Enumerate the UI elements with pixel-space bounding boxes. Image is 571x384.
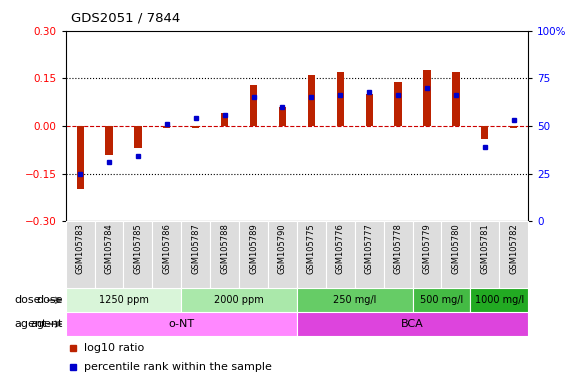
Bar (152, 221, 182, 288)
Bar (279, 107, 286, 126)
Text: 500 mg/l: 500 mg/l (420, 295, 463, 305)
Text: agent: agent (30, 319, 63, 329)
Text: dose: dose (14, 295, 41, 305)
Text: GSM105787: GSM105787 (191, 223, 200, 274)
Bar (308, 75, 315, 126)
Text: GSM105780: GSM105780 (452, 223, 460, 274)
Bar (239, 221, 268, 288)
Bar (499, 221, 528, 288)
Bar (77, 126, 84, 189)
Text: GSM105784: GSM105784 (104, 223, 114, 274)
Text: GSM105783: GSM105783 (75, 223, 85, 274)
Text: 1000 mg/l: 1000 mg/l (475, 295, 524, 305)
Bar (326, 221, 355, 288)
Bar (210, 221, 239, 288)
Bar (182, 288, 297, 312)
Bar (297, 221, 326, 288)
Text: 2000 ppm: 2000 ppm (214, 295, 264, 305)
Text: BCA: BCA (401, 319, 424, 329)
Bar (250, 85, 257, 126)
Text: agent: agent (14, 319, 47, 329)
Text: o-NT: o-NT (168, 319, 194, 329)
Text: log10 ratio: log10 ratio (84, 343, 144, 353)
Text: GSM105782: GSM105782 (509, 223, 518, 274)
Bar (441, 221, 471, 288)
Bar (423, 70, 431, 126)
Bar (337, 72, 344, 126)
Bar (471, 221, 499, 288)
Text: percentile rank within the sample: percentile rank within the sample (84, 362, 272, 372)
Bar (66, 312, 297, 336)
Text: GSM105779: GSM105779 (423, 223, 432, 274)
Bar (163, 126, 171, 127)
Text: GSM105790: GSM105790 (278, 223, 287, 274)
Bar (182, 221, 210, 288)
Bar (395, 81, 402, 126)
Bar (481, 126, 488, 139)
Bar (221, 113, 228, 126)
Text: GDS2051 / 7844: GDS2051 / 7844 (71, 12, 180, 25)
Bar (365, 94, 373, 126)
Text: 1250 ppm: 1250 ppm (99, 295, 148, 305)
Bar (66, 221, 95, 288)
Bar (355, 221, 384, 288)
Text: dose: dose (37, 295, 63, 305)
Text: 250 mg/l: 250 mg/l (333, 295, 376, 305)
Bar (413, 288, 471, 312)
Text: GSM105786: GSM105786 (162, 223, 171, 274)
Bar (106, 126, 112, 154)
Bar (297, 312, 528, 336)
Text: GSM105776: GSM105776 (336, 223, 345, 274)
Bar (95, 221, 123, 288)
Bar (268, 221, 297, 288)
Bar (471, 288, 528, 312)
Bar (134, 126, 142, 148)
Bar (510, 126, 517, 127)
Bar (384, 221, 413, 288)
Text: GSM105781: GSM105781 (480, 223, 489, 274)
Text: GSM105778: GSM105778 (393, 223, 403, 274)
Bar (413, 221, 441, 288)
Bar (297, 288, 412, 312)
Bar (66, 288, 182, 312)
Text: GSM105777: GSM105777 (365, 223, 373, 274)
Bar (452, 72, 460, 126)
Bar (123, 221, 152, 288)
Text: GSM105785: GSM105785 (134, 223, 142, 274)
Text: GSM105788: GSM105788 (220, 223, 229, 274)
Text: GSM105789: GSM105789 (249, 223, 258, 274)
Text: GSM105775: GSM105775 (307, 223, 316, 274)
Bar (192, 126, 199, 129)
